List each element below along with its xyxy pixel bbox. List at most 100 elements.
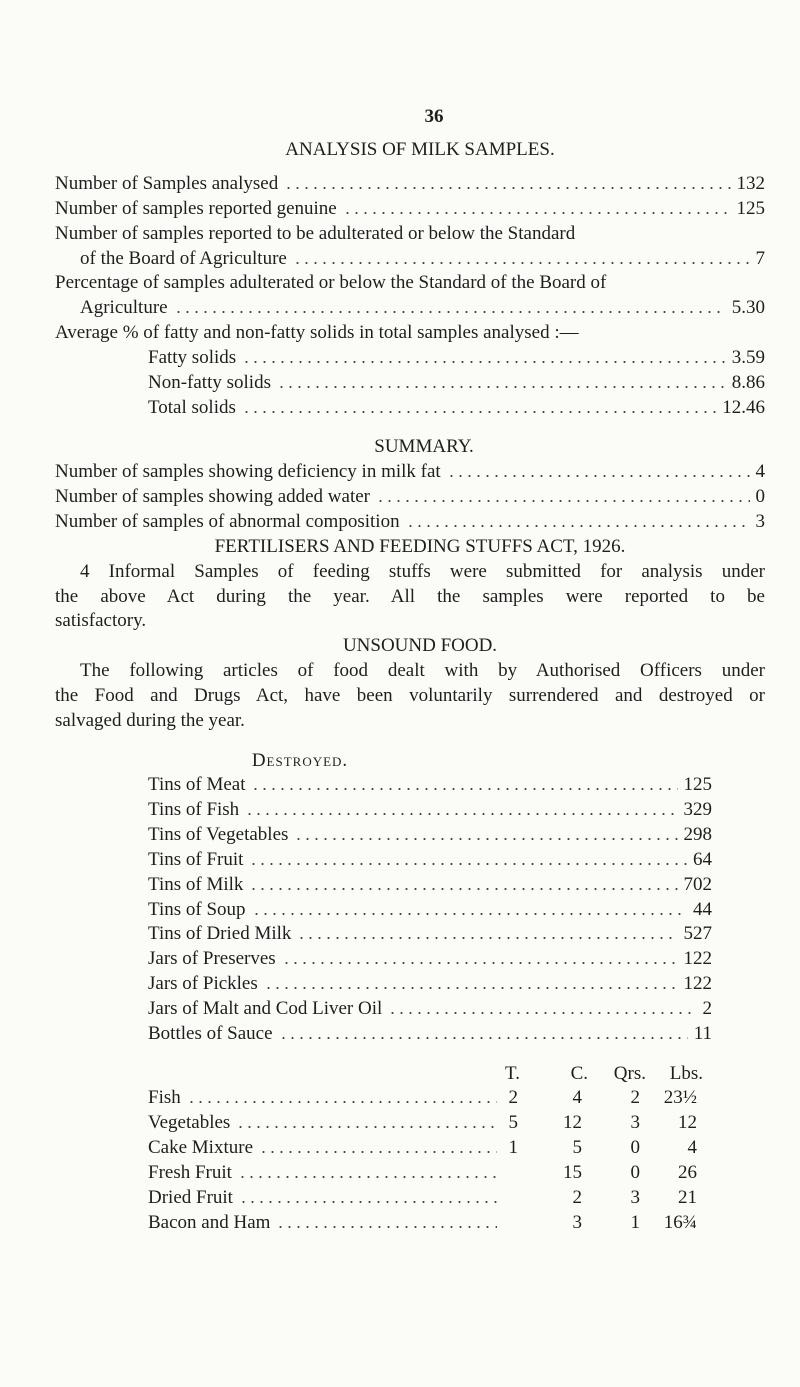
table-row: Fresh Fruit [148, 1161, 503, 1185]
data-row: Total solids 12.46 [148, 396, 765, 420]
leader-dots [249, 885, 678, 892]
label: Fatty solids [148, 346, 237, 368]
cell: 26 [678, 1162, 697, 1184]
label: of the Board of Agriculture [80, 247, 287, 269]
value: 125 [736, 197, 766, 219]
value: 64 [693, 848, 712, 870]
value: 122 [683, 973, 713, 995]
cell: 23½ [663, 1087, 697, 1109]
value: 7 [755, 247, 766, 269]
section-title: ANALYSIS OF MILK SAMPLES. [285, 139, 555, 160]
leader-dots [405, 522, 750, 529]
leader-dots [245, 811, 678, 818]
paragraph-line: salvaged during the year. [55, 709, 245, 731]
leader-dots [251, 910, 687, 917]
cell: 21 [678, 1186, 697, 1208]
value: 5.30 [731, 297, 765, 319]
leader-dots [294, 836, 678, 843]
section-title: SUMMARY. [374, 436, 474, 458]
cell: 4 [572, 1087, 583, 1109]
data-row: Number of Samples analysed 132 [55, 172, 765, 196]
section-title: Destroyed. [251, 749, 349, 771]
cell: 12 [678, 1112, 697, 1134]
value: 329 [683, 799, 713, 821]
table-row: Fish [148, 1086, 503, 1110]
leader-dots [259, 1149, 497, 1156]
leader-dots [388, 1010, 697, 1017]
paragraph-line: 4 Informal Samples of feeding stuffs wer… [80, 560, 765, 582]
cell: 3 [572, 1211, 583, 1233]
cell: 2 [630, 1087, 641, 1109]
label: Fish [148, 1087, 181, 1109]
paragraph-line: the Food and Drugs Act, have been volunt… [55, 684, 765, 706]
label: Cake Mixture [148, 1137, 254, 1159]
label: Tins of Soup [148, 898, 246, 920]
data-row: Tins of Fish 329 [148, 798, 712, 822]
label: Total solids [148, 396, 236, 418]
leader-dots [238, 1198, 497, 1205]
data-row: Fatty solids 3.59 [148, 346, 765, 370]
leader-dots [236, 1124, 497, 1131]
data-row: Jars of Preserves 122 [148, 947, 712, 971]
value: 527 [683, 923, 713, 945]
value: 132 [736, 173, 766, 194]
label: Tins of Fish [148, 799, 240, 821]
data-row: Agriculture 5.30 [80, 296, 765, 320]
value: 298 [683, 824, 713, 846]
section-title: UNSOUND FOOD. [342, 635, 498, 657]
data-row: Tins of Meat 125 [148, 773, 712, 797]
value: 4 [755, 461, 766, 483]
label: Jars of Preserves [148, 948, 276, 970]
cell: 12 [563, 1112, 582, 1134]
leader-dots [173, 309, 726, 316]
data-row: Number of samples reported genuine 125 [55, 197, 765, 221]
cell: 16¾ [663, 1211, 697, 1233]
leader-dots [241, 408, 717, 415]
value: 12.46 [722, 396, 765, 418]
label: Vegetables [148, 1112, 231, 1134]
data-row: Non-fatty solids 8.86 [148, 371, 765, 395]
data-row: Number of samples of abnormal compositio… [55, 510, 765, 534]
data-row: of the Board of Agriculture 7 [80, 247, 765, 271]
leader-dots [446, 473, 750, 480]
label: Non-fatty solids [148, 371, 271, 393]
table-row: Dried Fruit [148, 1186, 503, 1210]
paragraph-line: satisfactory. [55, 610, 147, 632]
leader-dots [284, 185, 731, 191]
label: Tins of Meat [148, 774, 246, 796]
value: 3 [755, 510, 766, 532]
leader-dots [251, 786, 678, 793]
cell: 4 [687, 1137, 698, 1159]
label: Number of samples of abnormal compositio… [55, 510, 400, 532]
label-line: Average % of fatty and non-fatty solids … [55, 322, 579, 344]
value: 44 [693, 898, 712, 920]
leader-dots [186, 1099, 497, 1106]
data-row: Tins of Milk 702 [148, 873, 712, 897]
label: Tins of Vegetables [148, 824, 289, 846]
cell: 15 [563, 1162, 582, 1184]
label: Bottles of Sauce [148, 1022, 273, 1044]
leader-dots [292, 259, 750, 266]
label: Number of Samples analysed [55, 173, 279, 194]
data-row: Jars of Pickles 122 [148, 972, 712, 996]
label: Tins of Fruit [148, 848, 244, 870]
label: Agriculture [80, 297, 168, 319]
label: Dried Fruit [148, 1186, 233, 1208]
data-row: Number of samples showing deficiency in … [55, 460, 765, 484]
paragraph-line: the above Act during the year. All the s… [55, 585, 765, 607]
column-header: Lbs. [669, 1062, 703, 1084]
cell: 2 [508, 1087, 519, 1109]
data-row: Tins of Soup 44 [148, 898, 712, 922]
leader-dots [297, 935, 678, 942]
label: Jars of Pickles [148, 973, 258, 995]
cell: 3 [630, 1112, 641, 1134]
value: 0 [755, 486, 766, 508]
value: 2 [702, 998, 713, 1020]
data-row: Jars of Malt and Cod Liver Oil 2 [148, 997, 712, 1021]
label: Tins of Milk [148, 873, 244, 895]
paragraph-line: The following articles of food dealt wit… [80, 660, 765, 682]
label: Number of samples showing deficiency in … [55, 461, 441, 483]
leader-dots [276, 383, 726, 390]
data-row: Tins of Fruit 64 [148, 848, 712, 872]
